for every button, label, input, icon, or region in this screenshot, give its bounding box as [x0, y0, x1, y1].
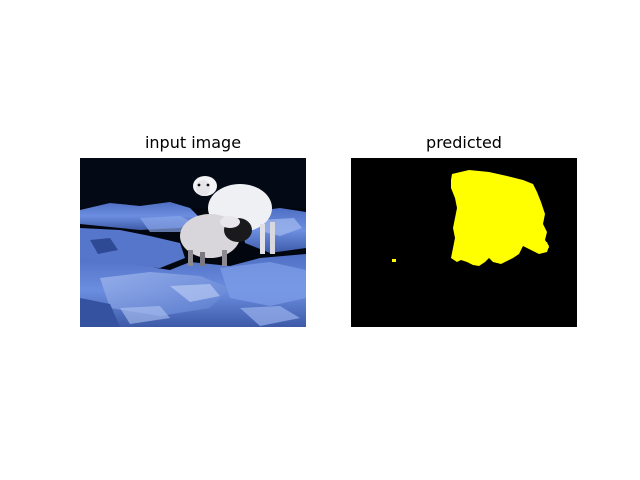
predicted-title: predicted — [351, 133, 577, 152]
input-image-canvas — [80, 158, 306, 327]
mask-speck — [392, 259, 396, 262]
input-image — [80, 158, 306, 327]
predicted-mask-canvas — [351, 158, 577, 327]
input-image-title: input image — [80, 133, 306, 152]
predicted-mask — [351, 158, 577, 327]
